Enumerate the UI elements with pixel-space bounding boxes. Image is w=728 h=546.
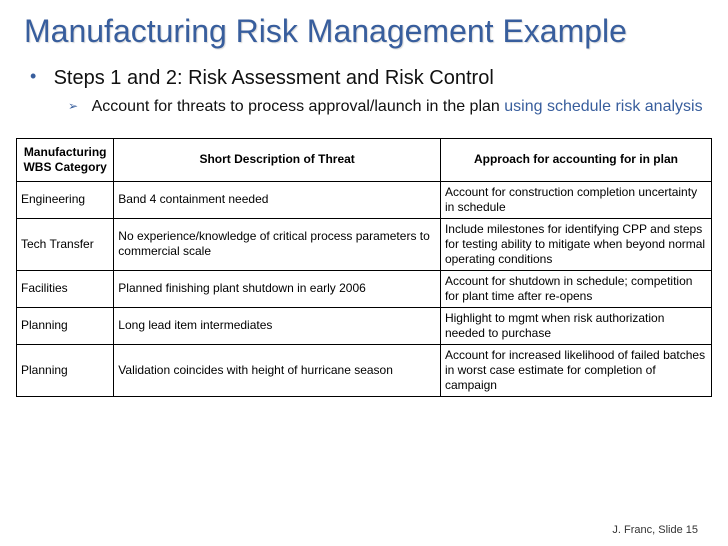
bullet-text-1: Steps 1 and 2: Risk Assessment and Risk … [54,67,494,89]
sub-bullet-text: Account for threats to process approval/… [92,98,505,115]
slide-title: Manufacturing Risk Management Example [24,12,704,50]
cell-category: Facilities [17,270,114,307]
bullet-list: Steps 1 and 2: Risk Assessment and Risk … [24,64,704,118]
table-container: Manufacturing WBS Category Short Descrip… [0,124,728,397]
sub-bullet-item-1: Account for threats to process approval/… [88,96,704,118]
cell-threat: Band 4 containment needed [114,181,441,218]
cell-approach: Account for increased likelihood of fail… [440,344,711,396]
th-approach: Approach for accounting for in plan [440,138,711,181]
bullet-item-1: Steps 1 and 2: Risk Assessment and Risk … [48,64,704,118]
table-row: Planning Validation coincides with heigh… [17,344,712,396]
cell-threat: Long lead item intermediates [114,307,441,344]
sub-bullet-list: Account for threats to process approval/… [48,96,704,118]
cell-category: Planning [17,307,114,344]
table-row: Planning Long lead item intermediates Hi… [17,307,712,344]
cell-approach: Include milestones for identifying CPP a… [440,218,711,270]
th-threat-description: Short Description of Threat [114,138,441,181]
cell-approach: Account for shutdown in schedule; compet… [440,270,711,307]
table-row: Engineering Band 4 containment needed Ac… [17,181,712,218]
cell-threat: Validation coincides with height of hurr… [114,344,441,396]
cell-threat: No experience/knowledge of critical proc… [114,218,441,270]
cell-category: Tech Transfer [17,218,114,270]
cell-category: Engineering [17,181,114,218]
slide: Manufacturing Risk Management Example St… [0,0,728,118]
cell-category: Planning [17,344,114,396]
risk-table: Manufacturing WBS Category Short Descrip… [16,138,712,397]
th-wbs-category: Manufacturing WBS Category [17,138,114,181]
cell-threat: Planned finishing plant shutdown in earl… [114,270,441,307]
sub-bullet-link: using schedule risk analysis [504,98,702,115]
table-row: Facilities Planned finishing plant shutd… [17,270,712,307]
cell-approach: Highlight to mgmt when risk authorizatio… [440,307,711,344]
slide-footer: J. Franc, Slide 15 [612,524,698,536]
table-row: Tech Transfer No experience/knowledge of… [17,218,712,270]
table-header-row: Manufacturing WBS Category Short Descrip… [17,138,712,181]
cell-approach: Account for construction completion unce… [440,181,711,218]
